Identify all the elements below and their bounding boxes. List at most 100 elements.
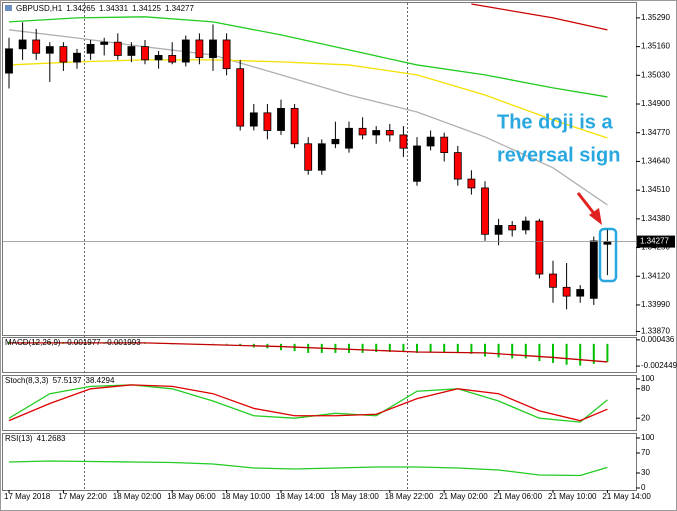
candle-body — [100, 41, 109, 45]
x-tick-label: 18 May 06:00 — [167, 492, 216, 501]
macd-bar — [443, 343, 446, 352]
candle-body — [290, 108, 299, 145]
candle-body — [399, 134, 408, 149]
candle-body — [481, 187, 489, 235]
macd-panel — [2, 337, 637, 373]
macd-bar — [511, 343, 514, 359]
macd-bar — [538, 343, 541, 362]
main-panel — [2, 2, 637, 336]
candle-body — [521, 220, 530, 231]
macd-bar — [579, 343, 582, 366]
y-tick-label: -0.002449 — [641, 361, 677, 370]
price-label-box — [637, 235, 675, 248]
header-text: RSI(13) — [5, 434, 33, 443]
candle-body — [86, 43, 95, 54]
moving-average — [8, 29, 608, 206]
candle-body — [562, 286, 571, 297]
x-tick-label: 21 May 06:00 — [494, 492, 543, 501]
header-text: 57.5137 — [53, 376, 82, 385]
candle-body — [5, 48, 13, 74]
candle-body — [345, 127, 353, 149]
candle-body — [277, 108, 285, 131]
macd-bar — [307, 343, 310, 353]
macd-bar — [416, 343, 418, 353]
header-text: GBPUSD,H1 — [16, 4, 63, 13]
candle-body — [453, 152, 462, 180]
y-tick-label: 1.33870 — [641, 327, 670, 336]
arrow-shaft — [576, 192, 598, 217]
y-tick-label: 1.34510 — [641, 185, 670, 194]
header-text: 1.34265 — [66, 4, 95, 13]
header-text: -0.001993 — [105, 338, 142, 347]
header-text: 1.34125 — [132, 4, 161, 13]
candle-body — [576, 289, 585, 297]
header-text: -0.001977 — [65, 338, 102, 347]
macd-bar — [375, 343, 378, 352]
macd-bar — [402, 343, 405, 352]
candle-body — [304, 143, 313, 171]
candle-body — [549, 273, 557, 288]
symbol-icon — [5, 5, 12, 11]
annotation: reversal sign — [497, 144, 620, 166]
candle-body — [141, 46, 149, 61]
macd-bar — [592, 343, 595, 364]
x-tick-label: 17 May 22:00 — [58, 492, 107, 501]
x-tick-label: 18 May 18:00 — [330, 492, 379, 501]
y-tick-label: 1.35030 — [641, 70, 670, 79]
candle-body — [317, 143, 326, 171]
candle-body — [32, 39, 41, 54]
macd-bar — [606, 343, 609, 362]
candle-body — [59, 46, 68, 63]
candle-body — [113, 41, 122, 56]
macd-bar — [388, 343, 391, 352]
y-tick-label: 0.000436 — [641, 335, 675, 344]
macd-bar — [497, 343, 500, 358]
y-tick-label: 1.34380 — [641, 214, 670, 223]
candle-body — [413, 145, 421, 182]
candle-body — [508, 225, 517, 231]
macd-bar — [552, 343, 554, 363]
annotation: The doji is a — [497, 111, 613, 133]
candle-body — [222, 39, 231, 70]
x-tick-label: 21 May 02:00 — [439, 492, 488, 501]
candle-body — [236, 68, 245, 127]
header-text: 41.2683 — [37, 434, 66, 443]
candle-body — [18, 39, 27, 50]
y-tick-label: 1.34900 — [641, 99, 670, 108]
stoch-panel — [2, 375, 637, 431]
candle-body — [168, 55, 177, 63]
arrow-head — [589, 208, 602, 225]
candle-body — [494, 225, 503, 235]
y-tick-label: 0 — [641, 483, 646, 492]
x-tick-label: 18 May 14:00 — [276, 492, 325, 501]
x-tick-label: 17 May 2018 — [4, 492, 51, 501]
candle-body — [181, 39, 190, 63]
candle-body — [209, 39, 217, 59]
y-tick-label: 1.34770 — [641, 128, 670, 137]
header-text: MACD(12,26,9) — [5, 338, 61, 347]
indicator-line — [8, 384, 608, 422]
candle-body — [331, 138, 340, 145]
candle-body — [603, 241, 612, 245]
candle-body — [385, 130, 394, 136]
header-text: 38.4294 — [86, 376, 115, 385]
y-tick-label: 1.35290 — [641, 13, 670, 22]
candle-body — [372, 130, 381, 136]
candle-body — [535, 220, 544, 275]
rsi-panel — [2, 433, 637, 491]
doji-highlight — [598, 227, 618, 283]
x-tick-label: 21 May 14:00 — [602, 492, 651, 501]
moving-average — [8, 16, 608, 98]
y-tick-label: 1.35160 — [641, 42, 670, 51]
y-tick-label: 20 — [641, 413, 650, 422]
x-tick-label: 18 May 22:00 — [385, 492, 434, 501]
header-text: Stoch(8,3,3) — [5, 376, 49, 385]
macd-bar — [212, 343, 214, 345]
y-tick-label: 100 — [641, 374, 655, 383]
y-tick-label: 100 — [641, 433, 655, 442]
moving-average — [471, 3, 608, 31]
macd-bar — [225, 343, 228, 345]
candle-body — [195, 39, 204, 59]
day-separators — [84, 3, 408, 490]
